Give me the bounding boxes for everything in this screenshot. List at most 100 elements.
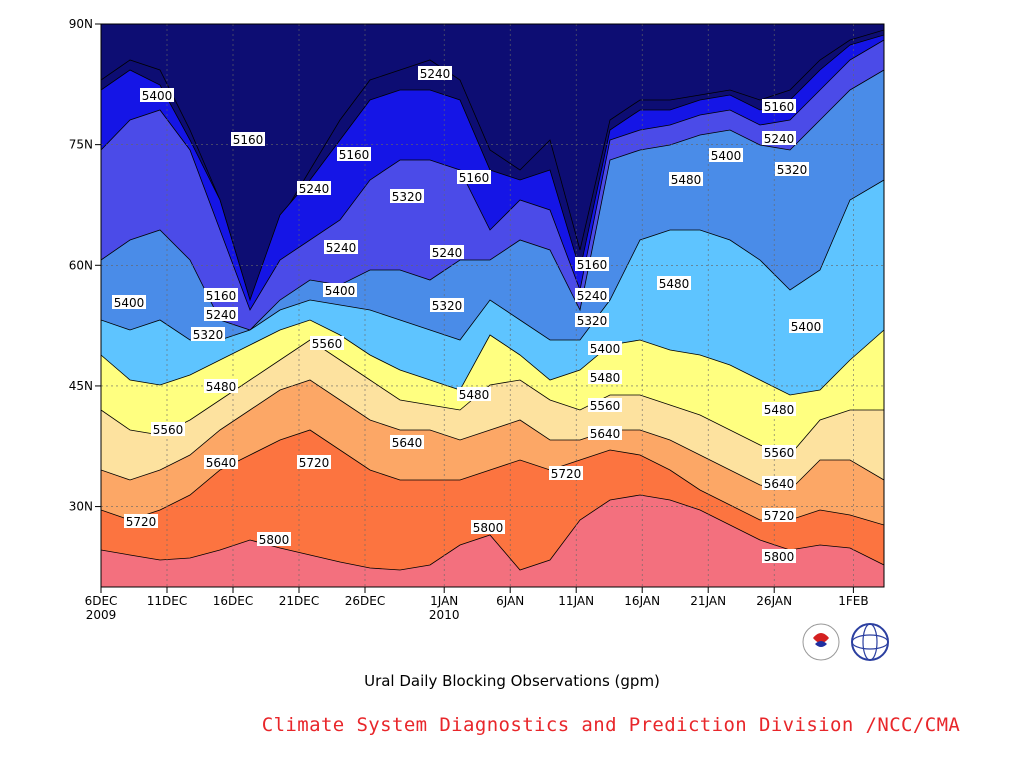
- contour-label: 5480: [657, 276, 691, 291]
- contour-label: 5240: [575, 288, 609, 303]
- svg-text:5480: 5480: [590, 371, 621, 385]
- contour-label: 5320: [775, 162, 809, 177]
- svg-text:5400: 5400: [114, 296, 145, 310]
- contour-label: 5320: [191, 327, 225, 342]
- footer-organization: Climate System Diagnostics and Predictio…: [261, 714, 961, 736]
- svg-text:5160: 5160: [206, 289, 237, 303]
- x-tick-label: 11JAN: [558, 594, 594, 608]
- contour-label: 5480: [204, 379, 238, 394]
- svg-text:5400: 5400: [590, 342, 621, 356]
- svg-text:5720: 5720: [764, 509, 795, 523]
- svg-text:5240: 5240: [577, 289, 608, 303]
- x-tick-year: 2010: [429, 608, 460, 622]
- contour-label: 5400: [323, 283, 357, 298]
- svg-text:5480: 5480: [671, 173, 702, 187]
- x-tick-label: 21JAN: [690, 594, 726, 608]
- svg-text:5640: 5640: [590, 427, 621, 441]
- contour-label: 5160: [231, 132, 265, 147]
- contour-label: 5240: [430, 245, 464, 260]
- svg-text:5320: 5320: [577, 314, 608, 328]
- contour-label: 5640: [204, 455, 238, 470]
- x-tick-label: 1FEB: [838, 594, 868, 608]
- svg-text:5560: 5560: [764, 446, 795, 460]
- contour-label: 5320: [390, 189, 424, 204]
- contour-label: 5320: [575, 313, 609, 328]
- svg-text:5400: 5400: [711, 149, 742, 163]
- contour-label: 5640: [762, 476, 796, 491]
- contour-label: 5800: [471, 520, 505, 535]
- contour-label: 5560: [762, 445, 796, 460]
- bcc-logo: [801, 622, 841, 662]
- ncc-logo: [846, 622, 894, 662]
- contour-label: 5480: [762, 402, 796, 417]
- y-tick-label: 45N: [69, 379, 93, 393]
- y-tick-label: 30N: [69, 500, 93, 514]
- svg-text:5480: 5480: [659, 277, 690, 291]
- svg-text:5640: 5640: [392, 436, 423, 450]
- contour-label: 5800: [257, 532, 291, 547]
- contour-label: 5480: [588, 370, 622, 385]
- svg-text:5480: 5480: [459, 388, 490, 402]
- svg-text:5320: 5320: [193, 328, 224, 342]
- svg-text:5160: 5160: [577, 258, 608, 272]
- contour-label: 5400: [588, 341, 622, 356]
- svg-text:5400: 5400: [791, 320, 822, 334]
- svg-text:5720: 5720: [551, 467, 582, 481]
- y-tick-label: 60N: [69, 258, 93, 272]
- contour-label: 5160: [457, 170, 491, 185]
- contour-label: 5160: [204, 288, 238, 303]
- x-tick-label: 21DEC: [279, 594, 319, 608]
- contour-label: 5240: [762, 131, 796, 146]
- contour-label: 5160: [337, 147, 371, 162]
- svg-text:5160: 5160: [764, 100, 795, 114]
- contour-label: 5240: [204, 307, 238, 322]
- chart-caption: Ural Daily Blocking Observations (gpm): [364, 672, 660, 690]
- svg-text:5640: 5640: [206, 456, 237, 470]
- contour-label: 5160: [575, 257, 609, 272]
- svg-text:5560: 5560: [590, 399, 621, 413]
- svg-text:5240: 5240: [299, 182, 330, 196]
- svg-text:5480: 5480: [764, 403, 795, 417]
- contour-label: 5400: [112, 295, 146, 310]
- contour-label: 5400: [709, 148, 743, 163]
- y-tick-label: 75N: [69, 138, 93, 152]
- contour-label: 5720: [762, 508, 796, 523]
- svg-text:5320: 5320: [777, 163, 808, 177]
- contour-label: 5560: [588, 398, 622, 413]
- svg-text:5400: 5400: [325, 284, 356, 298]
- contour-label: 5160: [762, 99, 796, 114]
- svg-text:5240: 5240: [326, 241, 357, 255]
- svg-text:5480: 5480: [206, 380, 237, 394]
- svg-text:5640: 5640: [764, 477, 795, 491]
- contour-label: 5480: [669, 172, 703, 187]
- y-tick-label: 90N: [69, 17, 93, 31]
- svg-text:5240: 5240: [432, 246, 463, 260]
- svg-text:5320: 5320: [392, 190, 423, 204]
- contour-labels: 5400 5160 5160 5240 5240 5320 5160 5240 5240 5160…: [112, 66, 823, 564]
- x-tick-year: 2009: [86, 608, 117, 622]
- svg-text:5160: 5160: [459, 171, 490, 185]
- svg-text:5720: 5720: [299, 456, 330, 470]
- svg-text:5800: 5800: [764, 550, 795, 564]
- contour-label: 5320: [430, 298, 464, 313]
- contour-label: 5240: [297, 181, 331, 196]
- contour-band: [101, 494, 884, 587]
- contour-label: 5640: [390, 435, 424, 450]
- svg-text:5240: 5240: [420, 67, 451, 81]
- contour-label: 5720: [124, 514, 158, 529]
- contour-label: 5640: [588, 426, 622, 441]
- contour-label: 5400: [789, 319, 823, 334]
- contour-label: 5720: [549, 466, 583, 481]
- contour-label: 5720: [297, 455, 331, 470]
- x-tick-label: 26JAN: [756, 594, 792, 608]
- svg-text:5320: 5320: [432, 299, 463, 313]
- plot-frame: [100, 23, 885, 588]
- svg-text:5560: 5560: [312, 337, 343, 351]
- contour-label: 5400: [140, 88, 174, 103]
- svg-text:5720: 5720: [126, 515, 157, 529]
- svg-text:5240: 5240: [764, 132, 795, 146]
- svg-text:5240: 5240: [206, 308, 237, 322]
- svg-text:5160: 5160: [339, 148, 370, 162]
